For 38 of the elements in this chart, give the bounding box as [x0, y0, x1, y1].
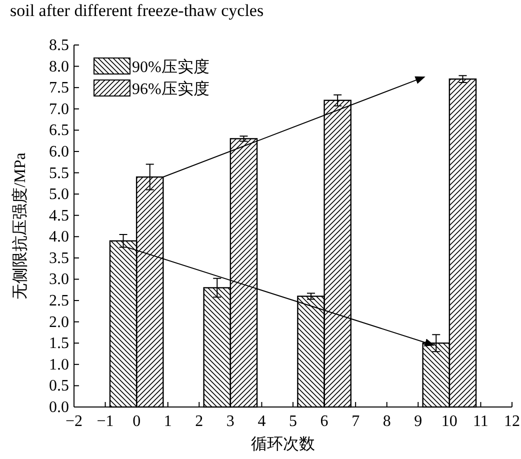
- x-tick-label: 12: [504, 413, 520, 430]
- y-tick-label: 1.5: [49, 335, 69, 352]
- x-tick-label: 9: [414, 413, 422, 430]
- x-tick-label: −2: [65, 413, 83, 430]
- y-tick-label: 4.0: [49, 228, 69, 246]
- y-tick-label: 0.5: [49, 378, 69, 395]
- x-tick-label: 3: [226, 413, 234, 430]
- x-tick-label: 8: [382, 413, 391, 430]
- y-tick-label: 0.0: [49, 399, 69, 416]
- x-tick-label: 6: [320, 413, 328, 430]
- x-tick-label: 10: [441, 413, 458, 430]
- x-tick-label: 2: [195, 413, 204, 430]
- x-tick-label: −1: [96, 413, 114, 430]
- y-tick-label: 3.0: [49, 271, 69, 288]
- y-tick-label: 8.5: [49, 37, 69, 54]
- y-tick-label: 6.5: [49, 122, 69, 140]
- x-tick-label: 1: [164, 413, 172, 430]
- y-tick-label: 1.0: [49, 356, 69, 374]
- y-tick-label: 2.0: [49, 314, 69, 331]
- y-tick-label: 8.0: [49, 58, 69, 76]
- x-axis-title: 循环次数: [251, 436, 315, 453]
- y-axis-title: 无侧限抗压强度/MPa: [11, 152, 29, 300]
- x-tick-label: 5: [289, 413, 297, 430]
- chart-title: soil after different freeze-thaw cycles: [10, 1, 264, 20]
- y-tick-label: 3.5: [49, 250, 69, 267]
- y-tick-label: 4.5: [49, 207, 69, 224]
- y-tick-label: 2.5: [49, 292, 69, 310]
- y-tick-label: 7.0: [49, 100, 69, 118]
- y-tick-label: 5.0: [49, 186, 69, 204]
- y-tick-label: 6.0: [49, 143, 69, 160]
- x-tick-label: 7: [352, 413, 360, 430]
- y-tick-label: 7.5: [49, 80, 69, 97]
- x-tick-label: 0: [132, 413, 141, 430]
- y-tick-label: 5.5: [49, 164, 69, 182]
- x-tick-label: 4: [258, 413, 266, 430]
- x-tick-label: 11: [473, 413, 488, 430]
- legend-label: 90%压实度: [132, 58, 210, 76]
- legend-label: 96%压实度: [132, 80, 210, 98]
